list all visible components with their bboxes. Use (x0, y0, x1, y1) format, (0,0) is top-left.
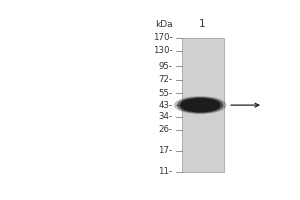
Text: 34-: 34- (158, 112, 172, 121)
Text: 55-: 55- (158, 89, 172, 98)
Text: 95-: 95- (158, 62, 172, 71)
Ellipse shape (175, 97, 226, 114)
Text: 1: 1 (199, 19, 206, 29)
Text: 130-: 130- (153, 46, 172, 55)
Ellipse shape (181, 99, 220, 112)
Ellipse shape (178, 98, 223, 113)
Text: 72-: 72- (158, 75, 172, 84)
Text: 170-: 170- (153, 33, 172, 42)
Text: 26-: 26- (158, 125, 172, 134)
Text: 17-: 17- (158, 146, 172, 155)
Text: 43-: 43- (158, 101, 172, 110)
Text: kDa: kDa (155, 20, 172, 29)
Text: 11-: 11- (158, 167, 172, 176)
